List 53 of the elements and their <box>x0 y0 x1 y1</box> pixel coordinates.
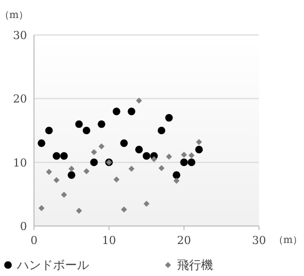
point <box>68 171 76 179</box>
point <box>120 139 128 148</box>
y-tick-label: 0 <box>20 220 27 233</box>
point <box>60 152 68 160</box>
point <box>52 152 60 160</box>
point <box>128 166 134 172</box>
point <box>75 120 83 128</box>
point <box>98 143 104 150</box>
point <box>38 139 46 148</box>
x-tick-label: 20 <box>177 234 191 247</box>
legend-label: ハンドボール <box>16 258 89 272</box>
point <box>188 152 194 158</box>
point <box>121 206 127 212</box>
point <box>181 152 187 158</box>
point <box>188 158 196 166</box>
point <box>165 114 173 122</box>
y-tick-label: 20 <box>13 92 27 106</box>
point <box>144 200 150 207</box>
point <box>128 108 136 116</box>
point <box>84 168 90 174</box>
point <box>135 146 143 154</box>
y-tick-label: 30 <box>13 29 27 42</box>
y-tick-label: 10 <box>13 156 27 170</box>
point <box>91 149 97 156</box>
point <box>61 192 67 198</box>
point <box>136 98 142 104</box>
point <box>142 152 150 160</box>
x-axis-title: （m） <box>273 235 303 246</box>
point <box>158 165 164 172</box>
y-axis-title: （m） <box>0 10 29 21</box>
point <box>166 154 172 160</box>
x-tick-label: 10 <box>102 234 116 247</box>
point <box>46 168 52 175</box>
point <box>180 158 188 166</box>
x-tick-label: 0 <box>30 234 38 247</box>
point <box>54 177 60 184</box>
point <box>195 146 203 154</box>
point <box>68 166 74 172</box>
x-tick-label: 30 <box>252 234 266 247</box>
point <box>38 205 44 212</box>
point <box>151 156 157 162</box>
point <box>158 126 166 134</box>
point <box>174 178 180 184</box>
point <box>82 126 90 134</box>
point <box>172 171 180 179</box>
point <box>114 176 120 183</box>
point <box>112 108 120 116</box>
legend-label: 飛行機 <box>177 258 213 272</box>
point <box>76 208 82 214</box>
point <box>196 138 202 145</box>
point <box>90 158 98 166</box>
point <box>45 126 53 134</box>
point <box>98 120 106 128</box>
